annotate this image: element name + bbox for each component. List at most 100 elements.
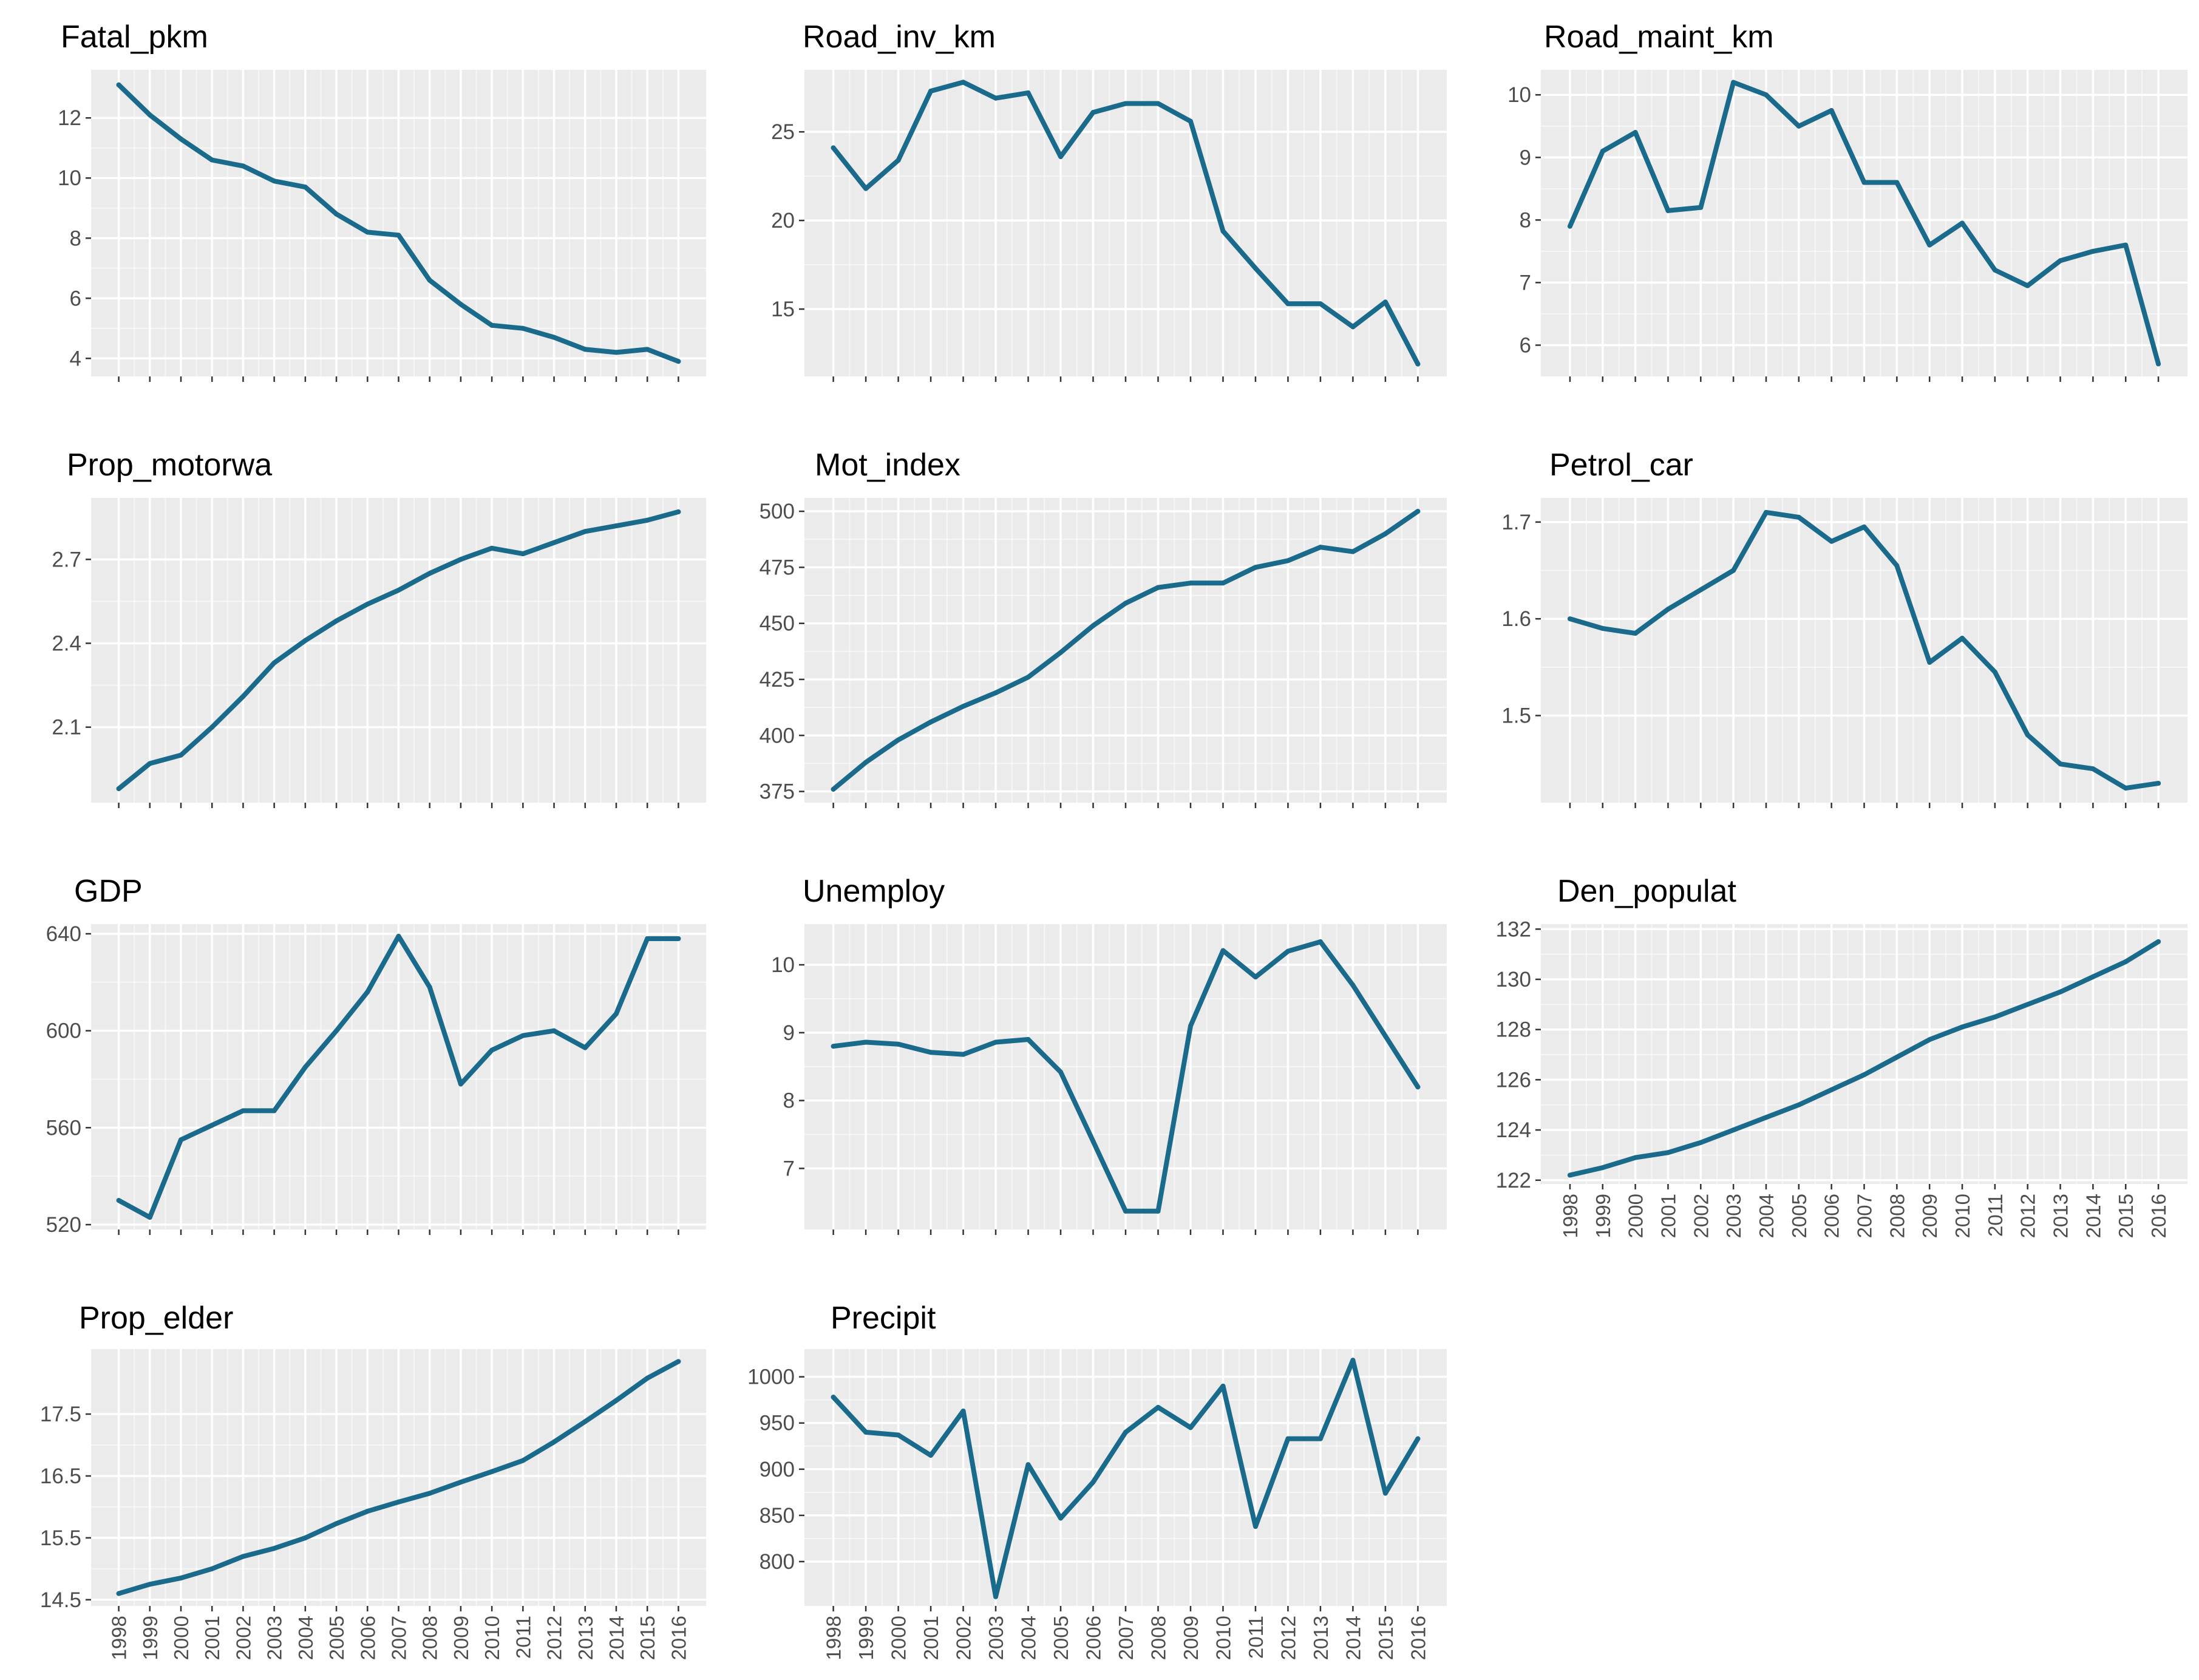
data-point [960,80,966,85]
data-point [396,233,401,238]
data-point [831,1044,836,1049]
data-point [178,136,184,141]
x-tick-label: 2013 [574,1616,597,1660]
data-point [1927,242,1932,248]
x-tick-label: 2009 [1919,1194,1941,1238]
data-point [520,325,526,331]
data-point [645,347,650,352]
y-tick-label: 2.1 [52,716,81,740]
data-point [863,1429,869,1435]
data-point [1025,90,1031,95]
data-point [645,936,650,941]
data-point [2156,939,2161,944]
data-point [1220,580,1226,586]
x-tick-label: 2008 [1886,1194,1908,1238]
data-point [2025,1002,2030,1007]
chart-title: Precipit [831,1301,936,1336]
data-point [676,359,681,364]
data-point [1123,1208,1128,1214]
data-point [302,1535,308,1540]
x-tick-label: 2008 [1147,1616,1169,1660]
chart-title: Road_inv_km [803,19,996,55]
data-point [1188,580,1193,586]
x-tick-label: 2006 [1821,1194,1843,1238]
data-point [1927,659,1932,665]
x-tick-label: 2005 [325,1616,348,1660]
data-point [271,1108,277,1114]
data-point [1317,1436,1323,1441]
data-point [209,157,215,163]
data-point [896,1041,901,1047]
data-point [489,1469,495,1474]
y-tick-label: 20 [771,209,795,233]
data-point [2123,959,2129,965]
data-point [613,1398,619,1403]
data-point [1894,563,1900,568]
y-tick-label: 7 [1520,271,1531,294]
data-point [1285,301,1291,307]
x-tick-label: 2005 [1788,1194,1810,1238]
data-point [520,551,526,557]
data-point [1633,1155,1638,1160]
x-tick-label: 2009 [450,1616,472,1660]
y-tick-label: 12 [58,106,81,130]
data-point [1090,1138,1096,1144]
data-point [302,185,308,190]
data-point [2058,761,2063,767]
y-tick-label: 15 [771,298,795,321]
y-tick-label: 2.4 [52,631,81,655]
data-point [2156,781,2161,786]
data-point [1350,982,1356,988]
data-point [582,347,588,352]
data-point [1090,623,1096,628]
data-point [1861,1072,1867,1078]
data-point [209,1566,215,1571]
x-tick-label: 2014 [605,1616,628,1660]
y-tick-label: 126 [1496,1068,1531,1092]
data-point [1155,101,1161,106]
chart-title: Den_populat [1557,874,1736,909]
y-tick-label: 6 [70,287,81,310]
y-tick-label: 128 [1496,1018,1531,1042]
y-tick-label: 950 [760,1412,795,1435]
data-point [427,1491,432,1496]
data-point [209,1123,215,1128]
chart-title: GDP [74,874,143,909]
x-tick-label: 2002 [232,1616,254,1660]
data-point [1960,636,1965,641]
data-point [178,1576,184,1581]
chart-panel-den-populat: 122 124 126 128 130 132 1998 1999 2000 2001 2002 20… [1496,874,2187,1238]
y-tick-label: 1000 [747,1365,795,1389]
y-tick-label: 132 [1496,917,1531,941]
data-point [1894,1055,1900,1060]
data-point [1090,110,1096,115]
chart-title: Petrol_car [1549,447,1693,483]
chart-panel-petrol-car: 1.5 1.6 1.7 Petrol_car [1501,447,2187,808]
data-point [993,95,999,101]
chart-title: Prop_elder [79,1301,233,1336]
data-point [928,1050,934,1055]
data-point [1317,545,1323,550]
data-point [1992,669,1997,675]
data-point [1382,1033,1388,1039]
data-point [334,1028,339,1033]
data-point [427,984,432,990]
data-point [178,752,184,758]
data-point [863,186,869,191]
y-tick-label: 400 [760,724,795,747]
data-point [1350,324,1356,330]
data-point [365,989,370,995]
y-tick-label: 4 [70,347,81,370]
data-point [1927,1037,1932,1042]
data-point [1633,631,1638,636]
data-point [334,618,339,624]
data-point [1861,524,1867,529]
y-tick-label: 15.5 [40,1526,81,1550]
data-point [1285,1436,1291,1441]
data-point [489,1047,495,1053]
data-point [1567,1172,1572,1178]
data-point [271,1546,277,1551]
x-tick-label: 1998 [108,1616,131,1660]
data-point [551,1439,557,1444]
chart-title: Mot_index [815,447,960,483]
